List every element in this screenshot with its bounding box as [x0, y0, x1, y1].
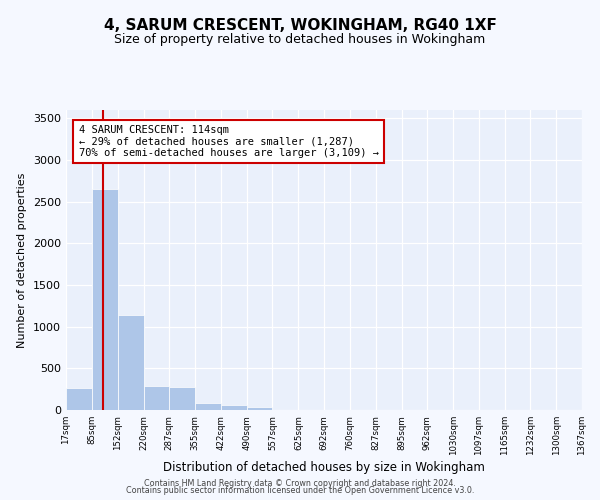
- Bar: [143, 386, 169, 410]
- Y-axis label: Number of detached properties: Number of detached properties: [17, 172, 28, 348]
- Bar: [118, 315, 143, 410]
- Bar: [221, 405, 247, 410]
- Text: 4, SARUM CRESCENT, WOKINGHAM, RG40 1XF: 4, SARUM CRESCENT, WOKINGHAM, RG40 1XF: [104, 18, 496, 32]
- Bar: [66, 388, 92, 410]
- Text: Contains HM Land Registry data © Crown copyright and database right 2024.: Contains HM Land Registry data © Crown c…: [144, 478, 456, 488]
- Text: 4 SARUM CRESCENT: 114sqm
← 29% of detached houses are smaller (1,287)
70% of sem: 4 SARUM CRESCENT: 114sqm ← 29% of detach…: [79, 125, 379, 158]
- Text: Contains public sector information licensed under the Open Government Licence v3: Contains public sector information licen…: [126, 486, 474, 495]
- Text: Size of property relative to detached houses in Wokingham: Size of property relative to detached ho…: [115, 32, 485, 46]
- Bar: [247, 407, 272, 410]
- Bar: [169, 386, 195, 410]
- Bar: [195, 402, 221, 410]
- Bar: [92, 189, 118, 410]
- X-axis label: Distribution of detached houses by size in Wokingham: Distribution of detached houses by size …: [163, 461, 485, 474]
